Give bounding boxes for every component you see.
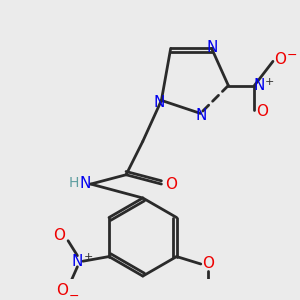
Text: O: O xyxy=(202,256,214,272)
Text: N: N xyxy=(80,176,91,190)
Text: −: − xyxy=(286,49,297,62)
Text: N: N xyxy=(207,40,218,55)
Text: O: O xyxy=(53,228,65,243)
Text: O: O xyxy=(56,284,68,298)
Text: O: O xyxy=(274,52,286,67)
Text: O: O xyxy=(256,104,268,119)
Text: N: N xyxy=(154,95,165,110)
Text: H: H xyxy=(69,176,79,190)
Text: N: N xyxy=(196,108,207,123)
Text: N: N xyxy=(253,78,265,93)
Text: −: − xyxy=(68,290,79,300)
Text: O: O xyxy=(165,177,177,192)
Text: +: + xyxy=(84,252,93,262)
Text: N: N xyxy=(72,254,83,269)
Text: +: + xyxy=(265,77,274,87)
